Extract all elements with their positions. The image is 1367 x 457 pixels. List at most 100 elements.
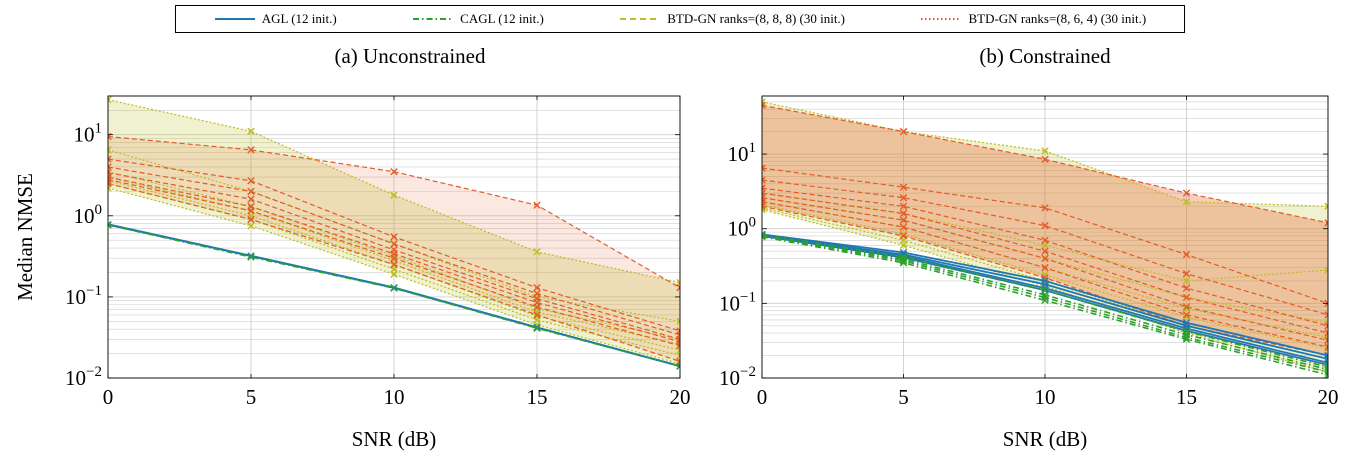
x-tick-label: 20 [1318,385,1339,409]
data-point-marker [1041,286,1049,294]
series-line [108,224,680,367]
data-point-marker [533,298,541,307]
data-point-marker [533,324,541,332]
x-tick-label: 10 [384,385,405,409]
data-point-marker [533,293,541,301]
series-line [762,201,1328,348]
data-point-marker [247,127,255,136]
data-point-marker [390,240,398,248]
data-point-marker [108,146,112,154]
data-point-marker [247,252,255,260]
data-point-marker [390,240,398,248]
data-point-marker [247,207,255,215]
data-point-marker [1182,311,1191,319]
data-point-marker [899,127,908,136]
series-line [762,234,1328,371]
data-point-marker [899,248,908,257]
series-line [762,197,1328,341]
data-point-marker [762,184,766,192]
data-point-marker [676,335,680,343]
data-point-marker [899,253,908,261]
series-btd-gn [108,184,680,368]
data-point-marker [108,221,112,229]
series-line [108,187,680,365]
data-point-marker [1041,286,1049,294]
data-point-marker [676,362,680,370]
data-point-marker [676,327,680,335]
data-point-marker [247,202,255,211]
series-line [762,234,1328,364]
data-point-marker [899,223,908,231]
plot-area [108,96,680,370]
data-point-marker [899,183,908,191]
data-point-marker [1041,271,1049,279]
legend-item-btd-864: BTD-GN ranks=(8, 6, 4) (30 init.) [920,11,1146,27]
plot-frame [761,95,1329,379]
data-point-marker [899,252,908,260]
series-cagl [762,233,1328,378]
data-point-marker [108,168,112,177]
data-point-marker [1182,198,1191,206]
data-point-marker [533,308,541,316]
data-point-marker [533,303,541,311]
data-point-marker [1041,296,1049,304]
series-btd-gn [108,175,680,350]
data-point-marker [1041,236,1049,244]
data-point-marker [1324,368,1328,376]
data-point-marker [1182,277,1191,285]
series-btd-gn [762,98,1328,210]
y-tick-label: 10−1 [65,283,102,309]
legend: AGL (12 init.) CAGL (12 init.) BTD-GN ra… [175,5,1185,33]
data-point-marker [1324,355,1328,363]
data-point-marker [762,231,766,240]
data-point-marker [1182,322,1191,330]
series-btd-gn [108,168,680,343]
series-line [762,179,1328,316]
data-point-marker [1324,319,1328,327]
data-point-marker [899,202,908,210]
data-point-marker [1041,241,1049,249]
legend-item-cagl: CAGL (12 init.) [412,11,544,27]
data-point-marker [676,340,680,349]
series-btd-gn [762,164,1328,308]
data-point-marker [1182,319,1191,327]
data-point-marker [676,360,680,368]
data-point-marker [1324,371,1328,378]
series-line [108,172,680,340]
data-point-marker [390,246,398,254]
data-point-marker [676,357,680,366]
series-line [108,182,680,356]
data-point-marker [247,146,255,154]
series-line [762,234,1328,360]
data-point-marker [390,254,398,262]
data-point-marker [899,257,908,265]
data-point-marker [533,283,541,292]
plot-panel-2: 0 5 10 15 20 10−2 10−1 100 101 SNR (dB) [719,95,1339,451]
data-point-marker [533,289,541,298]
data-point-marker [1182,322,1191,330]
data-point-marker [1324,299,1328,308]
legend-item-btd-888: BTD-GN ranks=(8, 8, 8) (30 init.) [619,11,845,27]
data-point-marker [108,155,112,163]
data-point-marker [247,222,255,230]
data-point-marker [1182,313,1191,322]
data-point-marker [676,331,680,339]
series-line [108,149,680,322]
data-point-marker [762,231,766,239]
data-point-marker [899,253,908,262]
series-line [108,166,680,336]
series-btd-gn [762,205,1328,376]
data-point-marker [1324,365,1328,374]
series-btd-gn [762,204,1328,363]
series-line [762,234,1328,368]
series-line [108,135,680,289]
series-agl [762,232,1328,369]
data-point-marker [1182,284,1191,292]
x-tick-label: 5 [898,385,909,409]
data-point-marker [390,191,398,199]
data-point-marker [108,184,112,192]
data-point-marker [108,167,112,176]
data-point-marker [390,270,398,278]
data-point-marker [899,241,908,249]
data-point-marker [1041,247,1049,255]
